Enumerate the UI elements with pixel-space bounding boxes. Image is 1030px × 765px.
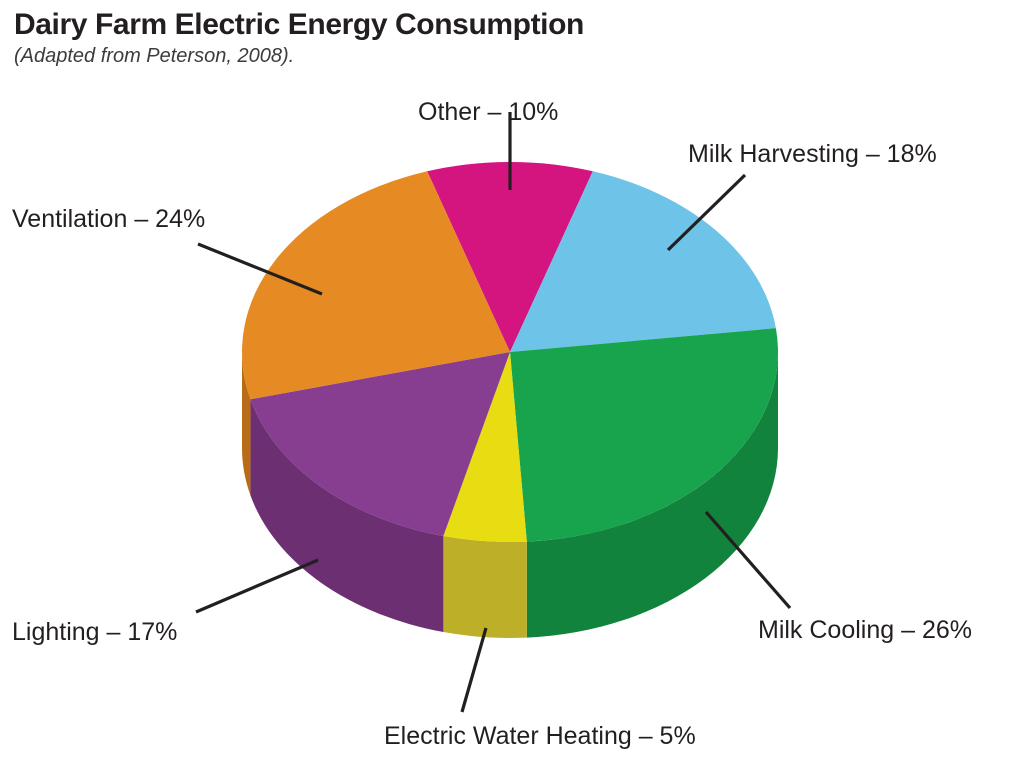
pie-side-milk-cooling: [526, 352, 778, 638]
pie-slice-lighting[interactable]: [250, 352, 510, 537]
leader-line-milk-cooling: [704, 510, 792, 610]
slice-label-ventilation: Ventilation – 24%: [12, 205, 206, 233]
slice-label-other: Other – 10%: [418, 98, 559, 126]
pie-slice-milk-harvesting[interactable]: [510, 171, 776, 352]
leader-lines: [195, 112, 792, 713]
pie-slice-milk-cooling[interactable]: [510, 328, 778, 542]
pie-side-electric-water-heating: [443, 536, 527, 638]
pie-slice-ventilation[interactable]: [241, 171, 510, 400]
leader-line-milk-harvesting: [666, 173, 747, 252]
leader-line-lighting: [195, 558, 319, 614]
chart-subtitle: (Adapted from Peterson, 2008).: [14, 45, 295, 67]
chart-header: Dairy Farm Electric Energy Consumption (…: [14, 8, 914, 68]
pie-slice-other[interactable]: [427, 162, 593, 352]
page-title: Dairy Farm Electric Energy Consumption: [14, 8, 584, 41]
leader-line-electric-water-heating: [460, 627, 488, 713]
pie-side-ventilation: [242, 352, 251, 496]
pie-side-lighting: [250, 399, 444, 633]
slice-label-milk-cooling: Milk Cooling – 26%: [758, 616, 972, 644]
slice-label-milk-harvesting: Milk Harvesting – 18%: [688, 140, 937, 168]
pie-3d-side-walls: [242, 352, 778, 638]
slice-label-lighting: Lighting – 17%: [12, 618, 178, 646]
leader-line-ventilation: [197, 242, 323, 296]
slice-label-electric-water-heating: Electric Water Heating – 5%: [384, 722, 696, 750]
pie-top-slices: [241, 162, 778, 542]
pie-slice-electric-water-heating[interactable]: [443, 352, 527, 542]
